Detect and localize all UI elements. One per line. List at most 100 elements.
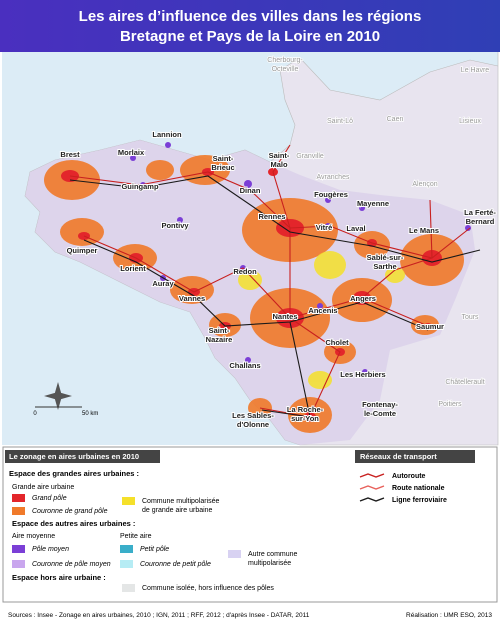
city-label: Le Havre: [461, 67, 490, 74]
legend-header: [355, 450, 475, 463]
city-label: Rennes: [258, 212, 285, 221]
city-label: Sarthe: [373, 262, 396, 271]
city-label: Morlaix: [118, 148, 145, 157]
legend: Le zonage en aires urbaines en 2010 Espa…: [2, 446, 498, 603]
city-label: Mayenne: [357, 199, 389, 208]
city-label: Sablé-sur-: [367, 253, 404, 262]
legend-line: [359, 485, 385, 490]
legend-swatch: [228, 550, 241, 558]
city-label: Nantes: [272, 312, 297, 321]
legend-label: Couronne de pôle moyen: [32, 561, 111, 568]
roads: [69, 144, 481, 418]
credit: Réalisation : UMR ESO, 2013: [406, 612, 492, 619]
city-label: Lannion: [152, 130, 182, 139]
legend-label: Commune isolée, hors influence des pôles: [142, 585, 274, 592]
legend-label: Ligne ferroviaire: [392, 497, 447, 504]
city-label: Challans: [229, 361, 260, 370]
city-label: Lorient: [120, 264, 146, 273]
city-label: Saint-Lô: [327, 118, 353, 125]
legend-label: multipolarisée: [248, 560, 291, 567]
title: Les aires d’influence des villes dans le…: [79, 8, 422, 25]
city-label: Fontenay-: [362, 400, 398, 409]
city-label: d'Olonne: [237, 420, 269, 429]
legend-sub: Petite aire: [120, 533, 152, 540]
sources: Sources : Insee - Zonage en aires urbain…: [8, 612, 310, 619]
city-label: Ancenis: [308, 306, 337, 315]
legend-label: Petit pôle: [140, 546, 169, 553]
title-banner: [0, 0, 500, 52]
legend-label: Couronne de grand pôle: [32, 508, 108, 515]
legend-swatch: [122, 584, 135, 592]
city-label: Poitiers: [438, 401, 462, 408]
legend-heading: Espace des grandes aires urbaines :: [9, 469, 139, 478]
city-label: Malo: [270, 160, 288, 169]
city-label: Quimper: [67, 246, 98, 255]
scale-label: 50 km: [82, 411, 98, 417]
map: 0 50 km Cherbourg- Octeville Le Havre Saint…: [2, 52, 499, 446]
city-label: Châtellerault: [445, 379, 484, 386]
legend-header: [5, 450, 160, 463]
city-label: Pontivy: [161, 221, 189, 230]
city-label: Octeville: [272, 66, 299, 73]
city-label: La Roche-: [287, 405, 324, 414]
legend-line: [359, 473, 385, 478]
city-label: La Ferté-: [464, 208, 496, 217]
city-label: Saint-: [213, 154, 234, 163]
region: [25, 140, 475, 445]
legend-label: Pôle moyen: [32, 546, 69, 553]
medium-poles: [130, 142, 471, 375]
legend-label: de grande aire urbaine: [142, 507, 213, 514]
legend-swatch: [12, 560, 25, 568]
legend-sub: Aire moyenne: [12, 533, 55, 540]
city-label: Redon: [233, 267, 257, 276]
city-label: Les Sables-: [232, 411, 274, 420]
legend-heading: Espace hors aire urbaine :: [12, 573, 106, 582]
city-label: Angers: [350, 294, 376, 303]
city-label: Nazaire: [206, 335, 233, 344]
legend-swatch: [12, 494, 25, 502]
city-label: Vitré: [316, 223, 333, 232]
legend-sub: Grande aire urbaine: [12, 484, 74, 491]
city-label: Dinan: [240, 186, 261, 195]
legend-swatch: [120, 545, 133, 553]
city-label: Caen: [387, 116, 404, 123]
city-label: Cherbourg-: [267, 57, 303, 64]
legend-label: Grand pôle: [32, 495, 67, 502]
city-label: le-Comte: [364, 409, 396, 418]
city-label: sur-Yon: [291, 414, 319, 423]
legend-label: Autoroute: [392, 473, 426, 480]
legend-label: Commune multipolarisée: [142, 498, 220, 505]
city-label: Alençon: [412, 181, 437, 188]
legend-swatch: [120, 560, 133, 568]
legend-swatch: [122, 497, 135, 505]
legend-line: [359, 497, 385, 502]
legend-heading: Espace des autres aires urbaines :: [12, 519, 135, 528]
title: Bretagne et Pays de la Loire en 2010: [120, 28, 380, 45]
city-label: Le Mans: [409, 226, 439, 235]
city-label: Lisieux: [459, 118, 481, 125]
legend-title: Le zonage en aires urbaines en 2010: [9, 452, 139, 461]
scale-label: 0: [33, 411, 37, 417]
legend-label: Autre commune: [248, 551, 298, 558]
city-label: Bernard: [466, 217, 495, 226]
city-label: Avranches: [317, 174, 350, 181]
city-label: Granville: [296, 153, 324, 160]
city-label: Saint-: [269, 151, 290, 160]
city-label: Brest: [60, 150, 80, 159]
city-label: Cholet: [325, 338, 349, 347]
legend-label: Route nationale: [392, 485, 445, 492]
legend-box: [2, 446, 498, 603]
city-label: Auray: [152, 279, 174, 288]
city-label: Les Herbiers: [340, 370, 385, 379]
city-label: Brieuc: [211, 163, 234, 172]
legend-title: Réseaux de transport: [360, 452, 437, 461]
city-label: Guingamp: [121, 182, 159, 191]
legend-label: Couronne de petit pôle: [140, 561, 211, 568]
scale-bar: 0 50 km: [33, 382, 98, 417]
legend-swatch: [12, 507, 25, 515]
city-label: Laval: [346, 224, 365, 233]
city-label: Fougères: [314, 190, 348, 199]
city-label: Tours: [461, 314, 479, 321]
multipolar: [238, 251, 405, 389]
